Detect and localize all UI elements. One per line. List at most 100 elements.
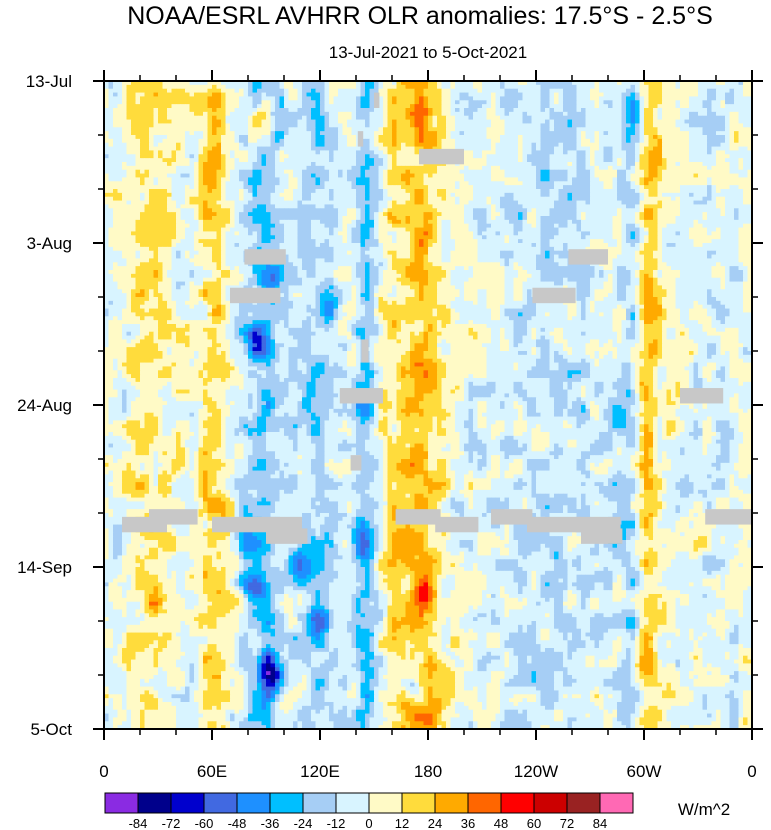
heatmap-cell	[559, 139, 564, 143]
heatmap-cell	[676, 177, 681, 181]
heatmap-cell	[145, 177, 150, 181]
heatmap-cell	[230, 89, 235, 93]
heatmap-cell	[599, 93, 604, 97]
heatmap-cell	[167, 158, 172, 162]
heatmap-cell	[658, 181, 663, 185]
heatmap-cell	[356, 127, 361, 131]
heatmap-cell	[253, 193, 258, 197]
heatmap-cell	[397, 120, 402, 124]
heatmap-cell	[635, 100, 640, 104]
heatmap-cell	[532, 193, 537, 197]
heatmap-cell	[505, 143, 510, 147]
heatmap-cell	[401, 104, 406, 108]
heatmap-cell	[388, 197, 393, 201]
heatmap-cell	[667, 139, 672, 143]
heatmap-cell	[167, 143, 172, 147]
heatmap-cell	[307, 212, 312, 216]
heatmap-cell	[730, 201, 735, 205]
heatmap-cell	[500, 112, 505, 116]
heatmap-cell	[509, 166, 514, 170]
heatmap-cell	[397, 139, 402, 143]
heatmap-cell	[428, 166, 433, 170]
heatmap-cell	[149, 93, 154, 97]
heatmap-cell	[199, 170, 204, 174]
heatmap-cell	[527, 89, 532, 93]
heatmap-cell	[689, 120, 694, 124]
heatmap-cell	[478, 85, 483, 89]
heatmap-cell	[689, 104, 694, 108]
heatmap-cell	[163, 177, 168, 181]
heatmap-cell	[194, 89, 199, 93]
heatmap-cell	[739, 120, 744, 124]
heatmap-cell	[374, 189, 379, 193]
heatmap-cell	[491, 100, 496, 104]
heatmap-cell	[230, 100, 235, 104]
heatmap-cell	[460, 93, 465, 97]
heatmap-cell	[109, 201, 114, 205]
heatmap-cell	[271, 150, 276, 154]
heatmap-cell	[554, 177, 559, 181]
heatmap-cell	[248, 162, 253, 166]
heatmap-cell	[617, 170, 622, 174]
heatmap-cell	[680, 154, 685, 158]
heatmap-cell	[185, 193, 190, 197]
heatmap-cell	[226, 112, 231, 116]
heatmap-cell	[388, 150, 393, 154]
heatmap-cell	[329, 204, 334, 208]
heatmap-cell	[140, 150, 145, 154]
heatmap-cell	[667, 204, 672, 208]
heatmap-cell	[595, 116, 600, 120]
heatmap-cell	[172, 208, 177, 212]
heatmap-cell	[703, 185, 708, 189]
heatmap-cell	[406, 108, 411, 112]
heatmap-cell	[644, 139, 649, 143]
heatmap-cell	[226, 166, 231, 170]
heatmap-cell	[311, 177, 316, 181]
heatmap-cell	[581, 104, 586, 108]
heatmap-cell	[460, 127, 465, 131]
heatmap-cell	[527, 158, 532, 162]
heatmap-cell	[572, 127, 577, 131]
heatmap-cell	[622, 208, 627, 212]
heatmap-cell	[527, 177, 532, 181]
heatmap-cell	[379, 89, 384, 93]
heatmap-cell	[590, 162, 595, 166]
heatmap-cell	[473, 89, 478, 93]
heatmap-cell	[131, 212, 136, 216]
heatmap-cell	[302, 197, 307, 201]
heatmap-cell	[487, 135, 492, 139]
heatmap-cell	[392, 112, 397, 116]
heatmap-cell	[694, 147, 699, 151]
heatmap-cell	[311, 158, 316, 162]
heatmap-cell	[568, 100, 573, 104]
heatmap-cell	[325, 189, 330, 193]
heatmap-cell	[397, 150, 402, 154]
heatmap-cell	[289, 154, 294, 158]
heatmap-cell	[131, 123, 136, 127]
heatmap-cell	[320, 104, 325, 108]
heatmap-cell	[433, 170, 438, 174]
heatmap-cell	[568, 185, 573, 189]
heatmap-cell	[145, 174, 150, 178]
heatmap-cell	[298, 143, 303, 147]
heatmap-cell	[509, 135, 514, 139]
heatmap-cell	[743, 127, 748, 131]
heatmap-cell	[244, 189, 249, 193]
heatmap-cell	[644, 108, 649, 112]
heatmap-cell	[208, 127, 213, 131]
heatmap-cell	[541, 108, 546, 112]
heatmap-cell	[158, 100, 163, 104]
heatmap-cell	[455, 116, 460, 120]
heatmap-cell	[487, 185, 492, 189]
heatmap-cell	[563, 120, 568, 124]
heatmap-cell	[442, 127, 447, 131]
heatmap-cell	[716, 93, 721, 97]
heatmap-cell	[244, 166, 249, 170]
heatmap-cell	[406, 154, 411, 158]
heatmap-cell	[293, 93, 298, 97]
heatmap-cell	[343, 139, 348, 143]
chart-title: NOAA/ESRL AVHRR OLR anomalies: 17.5°S - …	[127, 2, 713, 30]
heatmap-cell	[293, 108, 298, 112]
heatmap-cell	[509, 89, 514, 93]
heatmap-cell	[122, 174, 127, 178]
